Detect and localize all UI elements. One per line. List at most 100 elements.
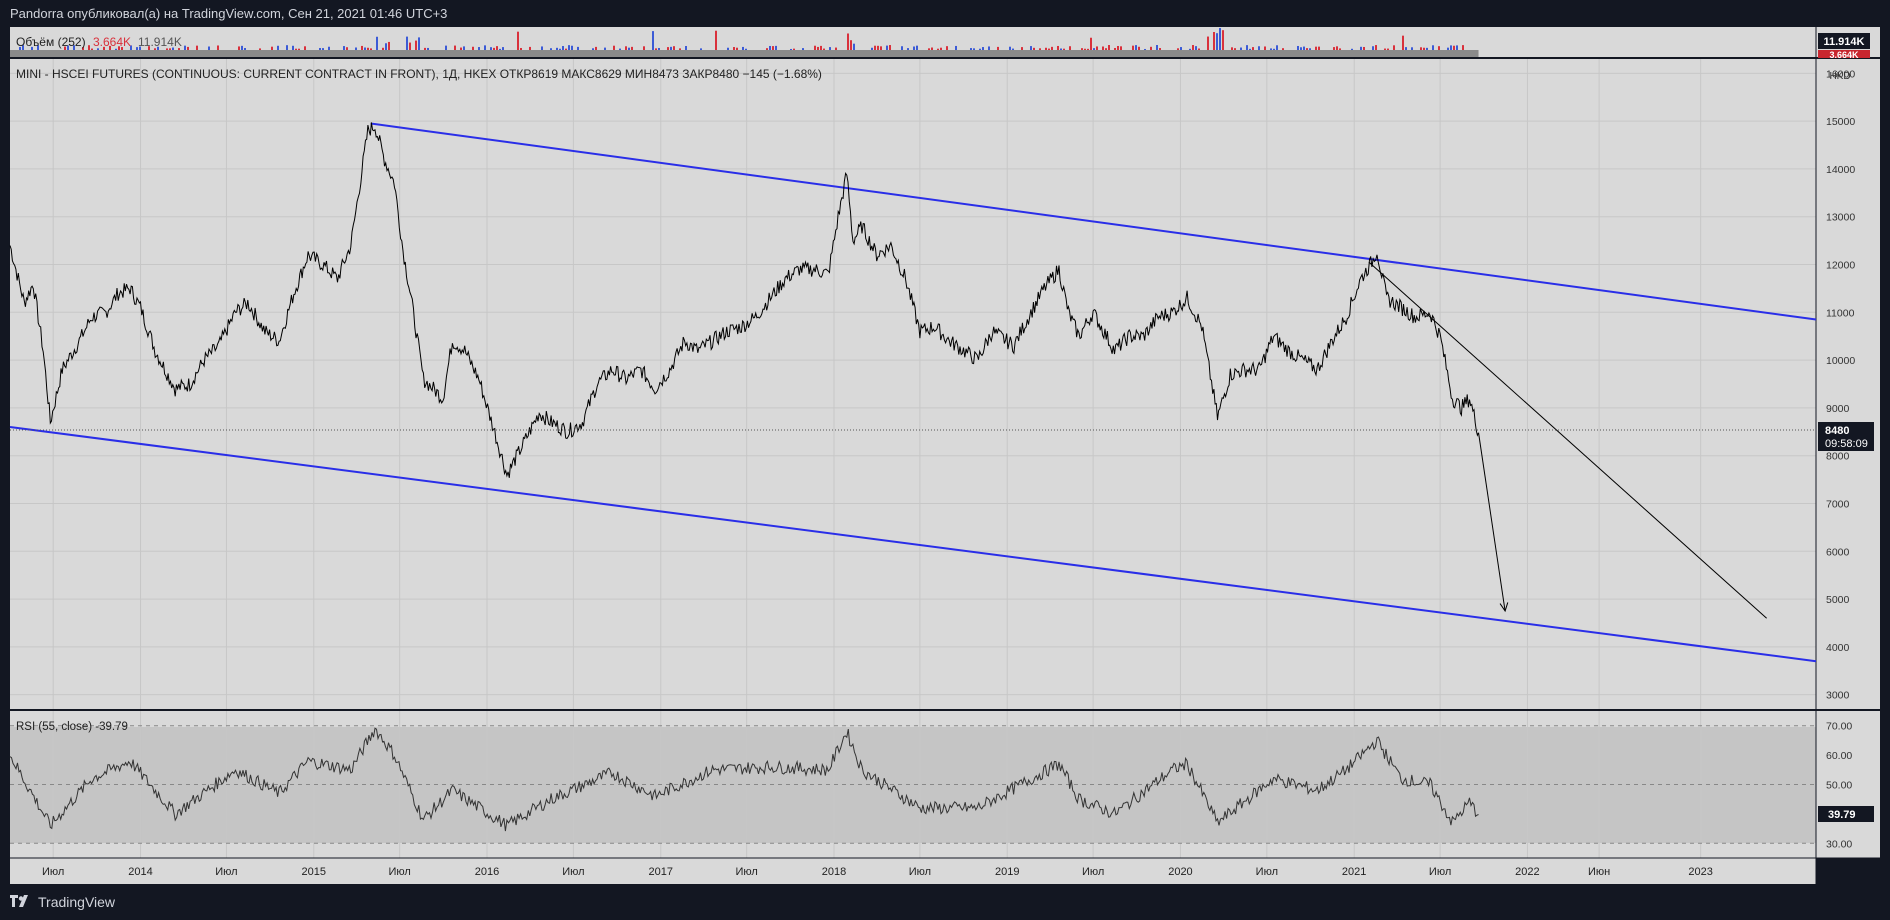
rsi-last-value: 39.79 <box>1828 809 1856 821</box>
volume-bar <box>388 41 390 50</box>
volume-scale-top: 11.914K <box>1824 36 1865 48</box>
time-axis-label: 2014 <box>128 866 152 878</box>
volume-bar <box>454 45 456 50</box>
volume-bar <box>1432 45 1434 50</box>
volume-bar <box>820 45 822 50</box>
time-axis-label: Июл <box>1082 866 1104 878</box>
volume-bar <box>979 48 981 50</box>
volume-bar <box>595 46 597 50</box>
rsi-axis[interactable] <box>1816 711 1880 858</box>
time-axis-label: 2022 <box>1515 866 1539 878</box>
volume-bar <box>997 46 999 50</box>
time-axis-label: Июл <box>215 866 237 878</box>
volume-bar <box>1102 46 1104 50</box>
volume-last-badge <box>1818 50 1870 58</box>
price-pane[interactable] <box>10 59 1816 709</box>
volume-bar <box>745 48 747 50</box>
volume-bar <box>946 46 948 50</box>
volume-bar <box>1387 48 1389 50</box>
volume-bar <box>115 48 117 50</box>
price-tick-label: 14000 <box>1826 164 1855 176</box>
volume-bar <box>670 46 672 50</box>
tradingview-logo[interactable]: TradingView <box>10 894 115 910</box>
volume-bar <box>541 46 543 50</box>
rsi-last-badge <box>1818 806 1874 822</box>
volume-bar <box>850 40 852 50</box>
volume-bar <box>178 48 180 50</box>
volume-bar <box>1264 46 1266 50</box>
projection-arrow-head <box>1499 602 1509 613</box>
time-axis-label: 2017 <box>648 866 672 878</box>
volume-bar <box>1300 47 1302 50</box>
price-tick-label: 5000 <box>1826 594 1850 606</box>
rsi-tick-label: 70.00 <box>1826 721 1852 733</box>
channel-upper-line[interactable] <box>370 122 1817 321</box>
descending-trendline[interactable] <box>1368 261 1767 619</box>
volume-bar <box>37 45 39 50</box>
volume-bar <box>1090 37 1092 50</box>
volume-bar <box>1144 48 1146 50</box>
volume-bar <box>625 46 627 50</box>
volume-bar <box>928 48 930 50</box>
time-axis-label: 2020 <box>1168 866 1192 878</box>
chart-area[interactable]: 16000 15000 14000 13000 12000 11000 10000 9000 8… <box>0 27 1890 886</box>
rsi-series <box>9 727 1479 832</box>
volume-bar <box>1060 48 1062 50</box>
volume-bar <box>1402 35 1404 50</box>
volume-bar <box>1033 47 1035 50</box>
price-tick-label: 15000 <box>1826 116 1855 128</box>
volume-bar <box>562 46 564 50</box>
time-axis-label: 2021 <box>1342 866 1366 878</box>
volume-bar <box>1372 46 1374 50</box>
rsi-tick-label: 50.00 <box>1826 780 1852 792</box>
currency-label: HKD <box>1829 71 1850 82</box>
price-tick-label: 16000 <box>1826 68 1855 80</box>
volume-bar <box>406 36 408 50</box>
volume-bar <box>154 48 156 50</box>
volume-bar <box>217 45 219 50</box>
volume-bar <box>187 46 189 50</box>
publish-header: Pandorra опубликовал(а) на TradingView.c… <box>0 0 1890 27</box>
brand-name: TradingView <box>38 894 116 910</box>
volume-bar <box>1426 47 1428 50</box>
volume-bar <box>814 45 816 50</box>
volume-bar <box>1423 47 1425 50</box>
volume-bar <box>424 47 426 50</box>
volume-bar <box>1012 48 1014 50</box>
time-axis[interactable] <box>10 858 1816 884</box>
volume-bar <box>901 46 903 50</box>
rsi-label: RSI (55, close) -39.79 <box>16 721 128 733</box>
volume-bar <box>733 47 735 50</box>
volume-bar <box>460 47 462 50</box>
channel-lower-line[interactable] <box>9 426 1817 663</box>
volume-bar <box>871 47 873 50</box>
projection-arrow[interactable] <box>1478 432 1506 612</box>
volume-bar <box>955 45 957 50</box>
volume-bar <box>1207 36 1209 50</box>
volume-bar <box>1333 47 1335 50</box>
volume-bar <box>91 48 93 50</box>
volume-bar <box>1249 48 1251 50</box>
volume-bar <box>385 43 387 50</box>
volume-bar <box>136 47 138 50</box>
price-axis[interactable] <box>1816 59 1880 709</box>
volume-bar <box>493 47 495 50</box>
volume-bar <box>1030 46 1032 50</box>
price-tick-label: 10000 <box>1826 355 1855 367</box>
price-line <box>9 122 1479 478</box>
volume-bar <box>940 47 942 50</box>
volume-bar <box>31 46 33 50</box>
volume-bar <box>628 47 630 50</box>
volume-bar <box>1096 46 1098 50</box>
volume-bar <box>298 48 300 50</box>
volume-bar <box>169 48 171 50</box>
price-tick-label: 7000 <box>1826 498 1850 510</box>
volume-bar <box>835 47 837 50</box>
price-tick-label: 4000 <box>1826 642 1850 654</box>
volume-bar <box>409 42 411 50</box>
time-axis-label: Июл <box>562 866 584 878</box>
volume-bar <box>766 48 768 50</box>
volume-bar <box>1138 46 1140 50</box>
trendlines[interactable] <box>9 122 1817 663</box>
volume-bar <box>82 47 84 50</box>
